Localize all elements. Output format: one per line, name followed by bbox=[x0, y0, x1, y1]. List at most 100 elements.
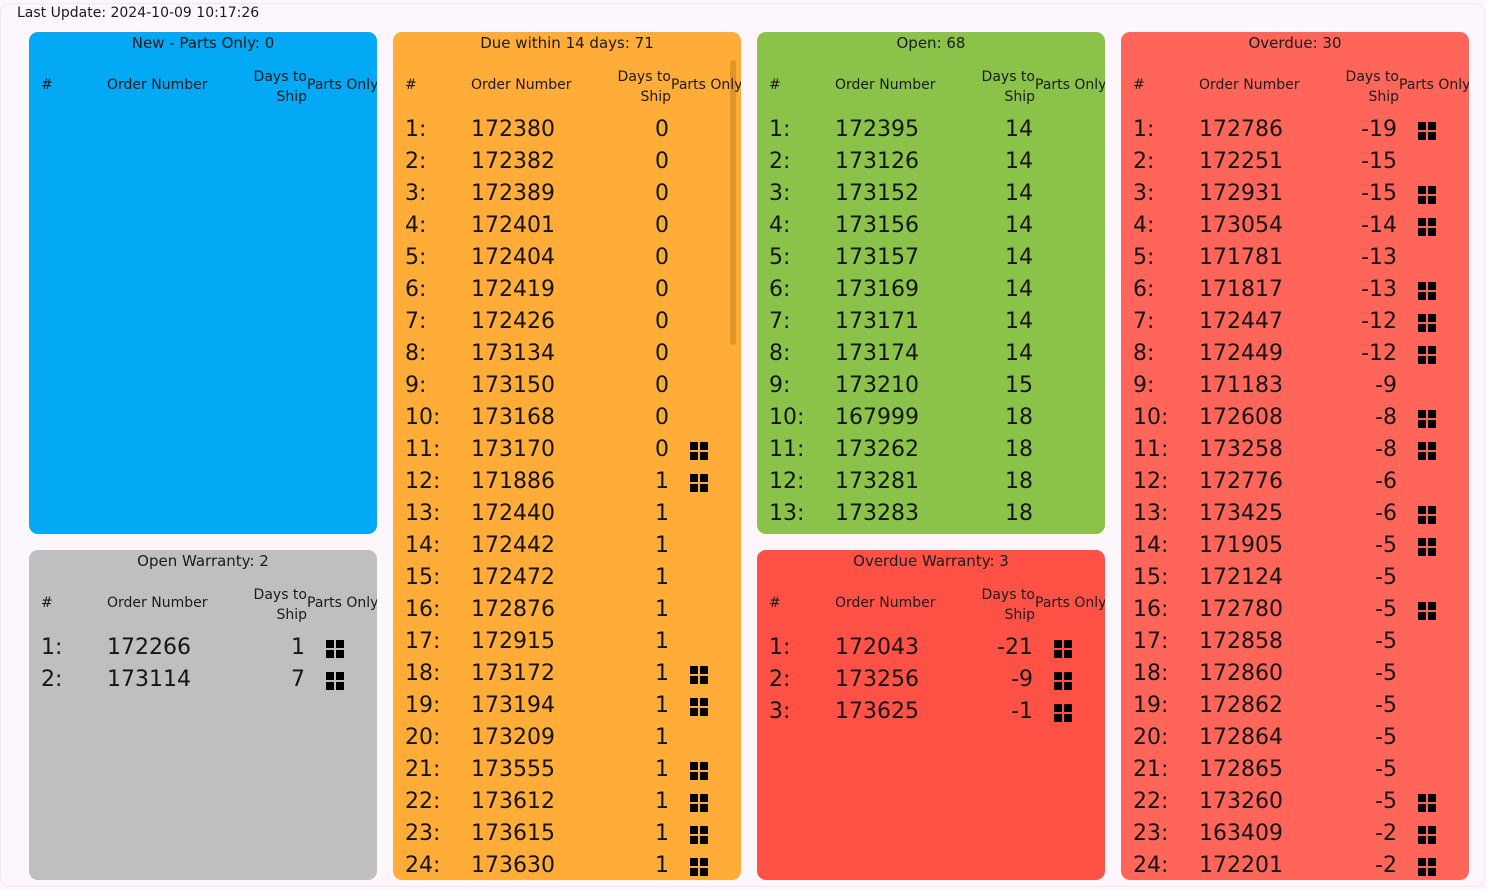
column-header-order-number: Order Number bbox=[835, 595, 936, 611]
panel-new-parts-only: New - Parts Only: 0 # Order Number Days to… bbox=[29, 32, 377, 534]
order-row: 20: 172864 -5 bbox=[1121, 722, 1469, 754]
parts-only-grid-icon bbox=[1418, 442, 1436, 460]
order-number: 172124 bbox=[1199, 565, 1283, 590]
days-to-ship: 0 bbox=[655, 117, 669, 142]
order-row: 6: 172419 0 bbox=[393, 274, 741, 306]
days-to-ship: -15 bbox=[1361, 149, 1397, 174]
row-index: 1: bbox=[405, 117, 427, 142]
order-number: 173612 bbox=[471, 789, 555, 814]
panel-due-within-14-days[interactable]: Due within 14 days: 71 # Order Number Days… bbox=[393, 32, 741, 880]
row-index: 11: bbox=[1133, 437, 1169, 462]
order-row: 1: 172395 14 bbox=[757, 114, 1105, 146]
order-number: 173170 bbox=[471, 437, 555, 462]
order-number: 172776 bbox=[1199, 469, 1283, 494]
days-to-ship: -12 bbox=[1361, 341, 1397, 366]
panel-title: Overdue Warranty: 3 bbox=[853, 552, 1009, 570]
days-to-ship: 14 bbox=[1005, 149, 1033, 174]
row-index: 11: bbox=[769, 437, 805, 462]
order-row: 5: 173157 14 bbox=[757, 242, 1105, 274]
parts-only-grid-icon bbox=[1418, 186, 1436, 204]
days-to-ship: 15 bbox=[1005, 373, 1033, 398]
parts-only-grid-icon bbox=[1418, 346, 1436, 364]
order-row: 17: 172858 -5 bbox=[1121, 626, 1469, 658]
row-index: 11: bbox=[405, 437, 441, 462]
days-to-ship: -5 bbox=[1375, 789, 1397, 814]
column-header-hash: # bbox=[769, 595, 781, 611]
days-to-ship: 1 bbox=[655, 693, 669, 718]
order-row: 4: 173054 -14 bbox=[1121, 210, 1469, 242]
row-index: 20: bbox=[405, 725, 441, 750]
panel-overdue-warranty: Overdue Warranty: 3 # Order Number Days to… bbox=[757, 550, 1105, 880]
parts-only-grid-icon bbox=[326, 672, 344, 690]
order-row: 9: 171183 -9 bbox=[1121, 370, 1469, 402]
order-number: 167999 bbox=[835, 405, 919, 430]
order-row: 8: 173174 14 bbox=[757, 338, 1105, 370]
days-to-ship: 18 bbox=[1005, 501, 1033, 526]
days-to-ship: 1 bbox=[655, 757, 669, 782]
row-index: 6: bbox=[405, 277, 427, 302]
parts-only-grid-icon bbox=[690, 762, 708, 780]
order-number: 172449 bbox=[1199, 341, 1283, 366]
days-to-ship: 14 bbox=[1005, 181, 1033, 206]
row-index: 1: bbox=[1133, 117, 1155, 142]
order-row: 1: 172380 0 bbox=[393, 114, 741, 146]
order-row: 1: 172786 -19 bbox=[1121, 114, 1469, 146]
order-row: 19: 172862 -5 bbox=[1121, 690, 1469, 722]
row-index: 3: bbox=[769, 181, 791, 206]
order-list: 1: 172266 1 2: 173114 7 bbox=[29, 632, 377, 696]
order-row: 9: 173210 15 bbox=[757, 370, 1105, 402]
order-number: 172389 bbox=[471, 181, 555, 206]
row-index: 9: bbox=[769, 373, 791, 398]
days-to-ship: -1 bbox=[1011, 699, 1033, 724]
row-index: 10: bbox=[1133, 405, 1169, 430]
row-index: 2: bbox=[41, 667, 63, 692]
order-number: 173150 bbox=[471, 373, 555, 398]
days-to-ship: 0 bbox=[655, 309, 669, 334]
order-row: 22: 173612 1 bbox=[393, 786, 741, 818]
parts-only-grid-icon bbox=[1418, 602, 1436, 620]
parts-only-grid-icon bbox=[690, 474, 708, 492]
parts-only-grid-icon bbox=[1418, 282, 1436, 300]
parts-only-grid-icon bbox=[1418, 122, 1436, 140]
days-to-ship: 0 bbox=[655, 245, 669, 270]
panel-open: Open: 68 # Order Number Days to Ship Parts … bbox=[757, 32, 1105, 534]
order-number: 173174 bbox=[835, 341, 919, 366]
row-index: 4: bbox=[405, 213, 427, 238]
order-row: 1: 172266 1 bbox=[29, 632, 377, 664]
order-row: 23: 163409 -2 bbox=[1121, 818, 1469, 850]
order-row: 12: 171886 1 bbox=[393, 466, 741, 498]
order-number: 173172 bbox=[471, 661, 555, 686]
days-to-ship: 1 bbox=[655, 821, 669, 846]
days-to-ship: 0 bbox=[655, 373, 669, 398]
column-header-hash: # bbox=[41, 595, 53, 611]
row-index: 16: bbox=[1133, 597, 1169, 622]
order-row: 24: 172201 -2 bbox=[1121, 850, 1469, 880]
order-number: 173152 bbox=[835, 181, 919, 206]
order-row: 18: 173172 1 bbox=[393, 658, 741, 690]
days-to-ship: -21 bbox=[997, 635, 1033, 660]
row-index: 14: bbox=[405, 533, 441, 558]
panel-title: New - Parts Only: 0 bbox=[131, 34, 275, 52]
row-index: 12: bbox=[1133, 469, 1169, 494]
order-row: 24: 173630 1 bbox=[393, 850, 741, 880]
order-number: 173168 bbox=[471, 405, 555, 430]
scrollbar-thumb[interactable] bbox=[730, 60, 736, 345]
days-to-ship: 0 bbox=[655, 181, 669, 206]
days-to-ship: 1 bbox=[655, 725, 669, 750]
order-row: 4: 173156 14 bbox=[757, 210, 1105, 242]
order-number: 163409 bbox=[1199, 821, 1283, 846]
days-to-ship: 18 bbox=[1005, 405, 1033, 430]
parts-only-grid-icon bbox=[1418, 314, 1436, 332]
days-to-ship: 0 bbox=[655, 213, 669, 238]
row-index: 18: bbox=[1133, 661, 1169, 686]
days-to-ship: -5 bbox=[1375, 693, 1397, 718]
days-to-ship: -6 bbox=[1375, 469, 1397, 494]
row-index: 24: bbox=[1133, 853, 1169, 878]
column-header-days-to-ship: Days to Ship bbox=[981, 69, 1035, 105]
row-index: 22: bbox=[405, 789, 441, 814]
order-row: 16: 172780 -5 bbox=[1121, 594, 1469, 626]
days-to-ship: 1 bbox=[655, 533, 669, 558]
order-number: 173134 bbox=[471, 341, 555, 366]
order-number: 172201 bbox=[1199, 853, 1283, 878]
row-index: 18: bbox=[405, 661, 441, 686]
